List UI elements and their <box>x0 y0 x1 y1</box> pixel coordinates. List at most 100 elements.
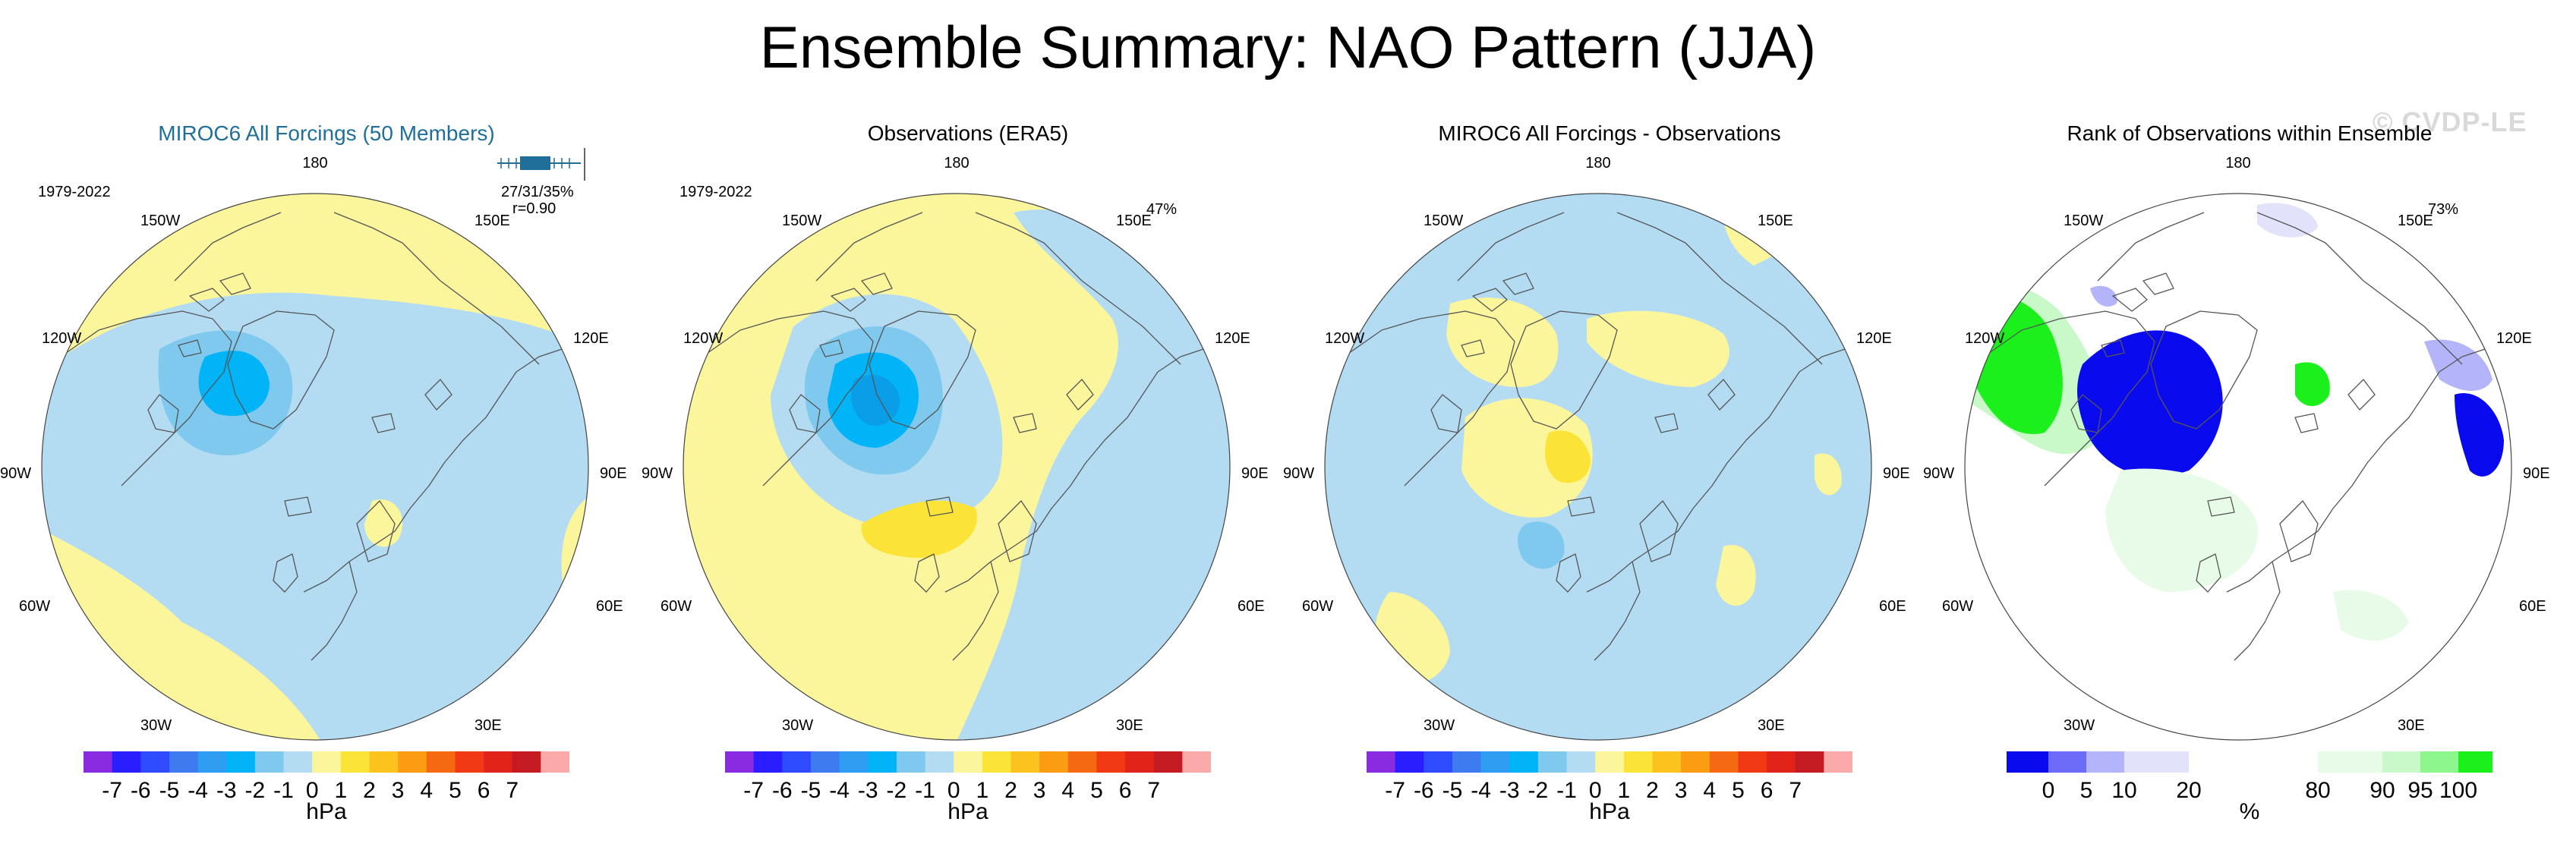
polar-map <box>1324 193 1872 741</box>
colorbar-swatch <box>1566 751 1596 773</box>
colorbar-tick-label: 95 <box>2407 778 2433 803</box>
colorbar-swatch <box>1595 751 1625 773</box>
colorbar-swatch <box>512 751 541 773</box>
colorbar-tick-label: -7 <box>1385 778 1405 803</box>
panel-rank: Rank of Observations within Ensemble 180… <box>1923 114 2561 835</box>
main-title: Ensemble Summary: NAO Pattern (JJA) <box>759 14 1817 80</box>
colorbar-swatch <box>2189 751 2254 773</box>
colorbar-tick-label: 0 <box>1588 778 1602 803</box>
field-positive-0-1 <box>364 499 403 547</box>
period-label: 1979-2022 <box>38 184 111 200</box>
colorbar-tick-label: -1 <box>915 778 935 803</box>
colorbar-tick-label: 3 <box>1674 778 1688 803</box>
lon-label-150w: 150W <box>1424 213 1464 229</box>
lon-label-150w: 150W <box>782 213 822 229</box>
colorbar-unit: hPa <box>1589 799 1630 824</box>
coastline <box>273 553 298 593</box>
colorbar-tick-label: 1 <box>976 778 989 803</box>
colorbar-tick-label: -6 <box>771 778 793 803</box>
lon-label-120e: 120E <box>2496 330 2532 347</box>
coastline <box>831 288 866 312</box>
coastline <box>348 348 563 562</box>
lon-label-120w: 120W <box>1325 330 1365 347</box>
colorbar-tick-label: -5 <box>159 778 180 803</box>
colorbar-tick-label: 0 <box>2042 778 2055 803</box>
coastline <box>2112 288 2148 312</box>
colorbar-tick-label: -7 <box>743 778 764 803</box>
colorbar-tick-label: -3 <box>216 778 237 803</box>
lon-label-90e: 90E <box>600 465 627 482</box>
colorbar-swatch <box>810 751 840 773</box>
lon-label-90e: 90E <box>2523 465 2550 482</box>
colorbar-swatch <box>839 751 869 773</box>
lon-label-120w: 120W <box>1965 330 2005 347</box>
map-border <box>41 193 589 741</box>
colorbar-swatch <box>254 751 285 773</box>
coastline <box>1013 413 1037 433</box>
colorbar-tick-label: 7 <box>1147 778 1161 803</box>
colorbar-swatch <box>197 751 227 773</box>
lon-label-60e: 60E <box>1238 598 1265 615</box>
colorbar-tick-label: -2 <box>1528 778 1549 803</box>
coastline <box>998 500 1037 562</box>
colorbar-swatch <box>1537 751 1568 773</box>
coastline <box>1461 339 1485 357</box>
lon-label-150e: 150E <box>2398 213 2433 229</box>
lon-label-90w: 90W <box>1283 465 1315 482</box>
panel-title: MIROC6 All Forcings (50 Members) <box>158 121 495 145</box>
coastline <box>1556 553 1581 593</box>
coastline <box>440 280 540 365</box>
field-rank-80-90 <box>2333 590 2409 641</box>
coastline <box>2256 212 2364 282</box>
colorbar-tick-label: 90 <box>2369 778 2395 803</box>
coastline <box>174 212 282 282</box>
field-positive-0-1 <box>1716 545 1756 606</box>
colorbar-tick-label: 5 <box>2079 778 2093 803</box>
colorbar-swatch <box>1153 751 1183 773</box>
colorbar-swatch <box>426 751 456 773</box>
coastline <box>2279 500 2319 562</box>
lon-label-150w: 150W <box>140 213 181 229</box>
field-positive-0-1 <box>1446 298 1559 387</box>
coastline <box>371 413 396 433</box>
colorbar-tick-label: 6 <box>1760 778 1774 803</box>
colorbar-swatch <box>1509 751 1539 773</box>
colorbar-tick-label: 6 <box>1118 778 1132 803</box>
lon-label-90w: 90W <box>0 465 32 482</box>
lon-label-30w: 30W <box>782 717 814 734</box>
colorbar-swatch <box>84 751 113 773</box>
field-negative-0-1 <box>945 209 1230 740</box>
colorbar-swatch <box>312 751 342 773</box>
colorbar-tick-label: -2 <box>886 778 907 803</box>
colorbar-tick-label: 10 <box>2111 778 2137 803</box>
polar-map <box>683 193 1231 741</box>
colorbar-tick-label: 7 <box>506 778 519 803</box>
colorbar-swatch <box>1367 751 1396 773</box>
colorbar-tick-label: -3 <box>1499 778 1520 803</box>
coastline <box>1616 212 1724 282</box>
colorbar-tick-label: 4 <box>420 778 434 803</box>
colorbar-swatch <box>541 751 569 773</box>
lon-label-30e: 30E <box>475 717 502 734</box>
colorbar-swatch <box>782 751 812 773</box>
lon-label-180: 180 <box>1585 155 1611 172</box>
coastline <box>1472 288 1508 312</box>
coastline <box>2142 272 2174 295</box>
colorbar-swatch <box>1452 751 1482 773</box>
coastline <box>2097 212 2205 282</box>
variance-pct: 47% <box>1146 201 1178 218</box>
field-negative-1-2 <box>1517 521 1565 569</box>
lon-label-30w: 30W <box>1424 717 1455 734</box>
lon-label-60w: 60W <box>661 598 692 615</box>
coastline <box>925 496 954 517</box>
lon-label-180: 180 <box>302 155 328 172</box>
lon-label-30w: 30W <box>140 717 172 734</box>
field-positive-1-2 <box>861 500 977 558</box>
colorbar-tick-label: 2 <box>1646 778 1659 803</box>
colorbar-swatch <box>725 751 755 773</box>
coastline <box>1567 496 1595 517</box>
colorbar-swatch <box>1824 751 1852 773</box>
panel-title: Rank of Observations within Ensemble <box>2067 121 2433 145</box>
coastline <box>2070 394 2102 433</box>
coastline <box>1066 379 1094 411</box>
